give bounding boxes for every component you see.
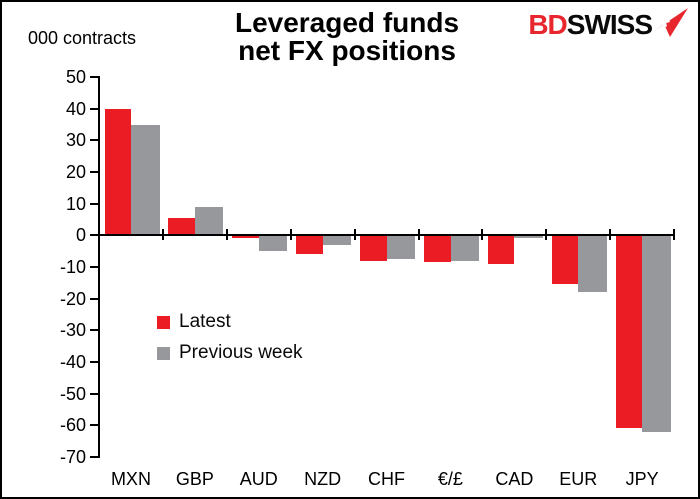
- y-axis-tick: [90, 76, 99, 78]
- chart-title-line2: net FX positions: [238, 35, 456, 66]
- y-axis-tick-label: -30: [59, 320, 86, 341]
- x-axis-tick: [545, 229, 548, 240]
- legend-item-latest: Latest: [157, 311, 231, 333]
- legend-label-previous-week: Previous week: [179, 342, 303, 363]
- y-axis-tick-label: 50: [65, 67, 86, 87]
- y-axis-tick-label: -50: [59, 383, 86, 404]
- y-axis-line: [98, 76, 100, 458]
- x-axis-label-GBP: GBP: [175, 469, 214, 489]
- y-axis-tick-label: -10: [59, 257, 86, 277]
- x-axis-label-JPY: JPY: [625, 469, 659, 489]
- bar-AUD-previous-week: [258, 235, 288, 252]
- x-axis-label-EUR: EUR: [559, 469, 598, 489]
- y-axis-tick: [90, 329, 99, 332]
- bar-NZD-previous-week: [322, 235, 352, 245]
- chart-title-line1: Leveraged funds: [234, 7, 460, 38]
- y-axis-tick-label: -40: [59, 352, 86, 372]
- x-axis-tick: [225, 229, 228, 240]
- legend-swatch-previous-week: [157, 346, 170, 360]
- bdswiss-logo: BD SWISS: [528, 8, 690, 40]
- x-axis-tick: [289, 229, 292, 240]
- logo-text-bd: BD: [528, 9, 567, 40]
- bar-GBP-previous-week: [194, 206, 224, 236]
- y-axis-tick: [90, 139, 99, 142]
- bar-NZD-latest: [296, 235, 323, 255]
- bar-CHF-latest: [360, 235, 387, 261]
- y-axis-tick: [90, 107, 99, 110]
- y-axis-tick-label: -70: [59, 447, 86, 467]
- y-axis-tick: [90, 234, 99, 237]
- y-axis-tick: [90, 424, 99, 427]
- bar-EUR-previous-week: [578, 235, 607, 293]
- bar-JPY-previous-week: [642, 235, 671, 432]
- x-axis-tick: [481, 229, 484, 240]
- x-axis-tick: [353, 229, 356, 240]
- bar-€/£-latest: [424, 235, 451, 263]
- x-axis-tick: [609, 229, 612, 240]
- x-axis-label-AUD: AUD: [239, 469, 278, 489]
- x-axis-tick: [673, 229, 676, 240]
- chart-title: Leveraged funds net FX positions: [172, 9, 522, 65]
- legend-label-latest: Latest: [179, 311, 231, 332]
- y-axis-tick: [90, 171, 99, 173]
- bar-EUR-latest: [551, 235, 579, 285]
- bar-JPY-latest: [615, 235, 643, 429]
- bar-MXN-previous-week: [131, 124, 160, 236]
- x-axis-label-CAD: CAD: [495, 469, 534, 489]
- x-axis-label-CHF: CHF: [368, 469, 406, 489]
- x-axis-label-MXN: MXN: [110, 469, 151, 489]
- bar-CAD-previous-week: [514, 235, 543, 239]
- y-axis-tick: [90, 392, 99, 395]
- swiss-arrow-icon: [654, 8, 688, 37]
- y-axis-tick: [90, 202, 99, 205]
- y-axis-tick-label: 30: [65, 130, 86, 151]
- logo-text-swiss: SWISS: [566, 9, 653, 40]
- bar-CHF-previous-week: [386, 235, 416, 260]
- bar-MXN-latest: [104, 108, 131, 236]
- legend-item-previous-week: Previous week: [157, 342, 303, 364]
- y-axis-tick: [90, 456, 99, 458]
- y-axis-tick-label: -20: [59, 288, 86, 309]
- x-axis-tick: [161, 229, 164, 240]
- y-axis-tick: [90, 361, 99, 363]
- y-axis-tick-label: 0: [75, 225, 86, 246]
- y-axis-tick-label: 40: [65, 98, 86, 119]
- bar-AUD-latest: [232, 235, 259, 239]
- x-axis-zero-line: [98, 234, 675, 237]
- y-axis-tick-label: 20: [65, 162, 86, 182]
- bar-€/£-previous-week: [450, 235, 479, 261]
- x-axis-label-€/£: €/£: [437, 469, 463, 489]
- x-axis-tick: [417, 229, 420, 240]
- y-axis-tick-label: 10: [65, 193, 86, 214]
- x-axis-label-NZD: NZD: [304, 469, 342, 489]
- legend-swatch-latest: [157, 315, 170, 329]
- y-axis-tick-label: -60: [59, 415, 86, 436]
- y-axis-units-label: 000 contracts: [28, 28, 137, 48]
- y-axis-tick: [90, 266, 99, 268]
- bar-CAD-latest: [487, 235, 515, 264]
- bar-GBP-latest: [168, 217, 195, 236]
- y-axis-tick: [90, 297, 99, 300]
